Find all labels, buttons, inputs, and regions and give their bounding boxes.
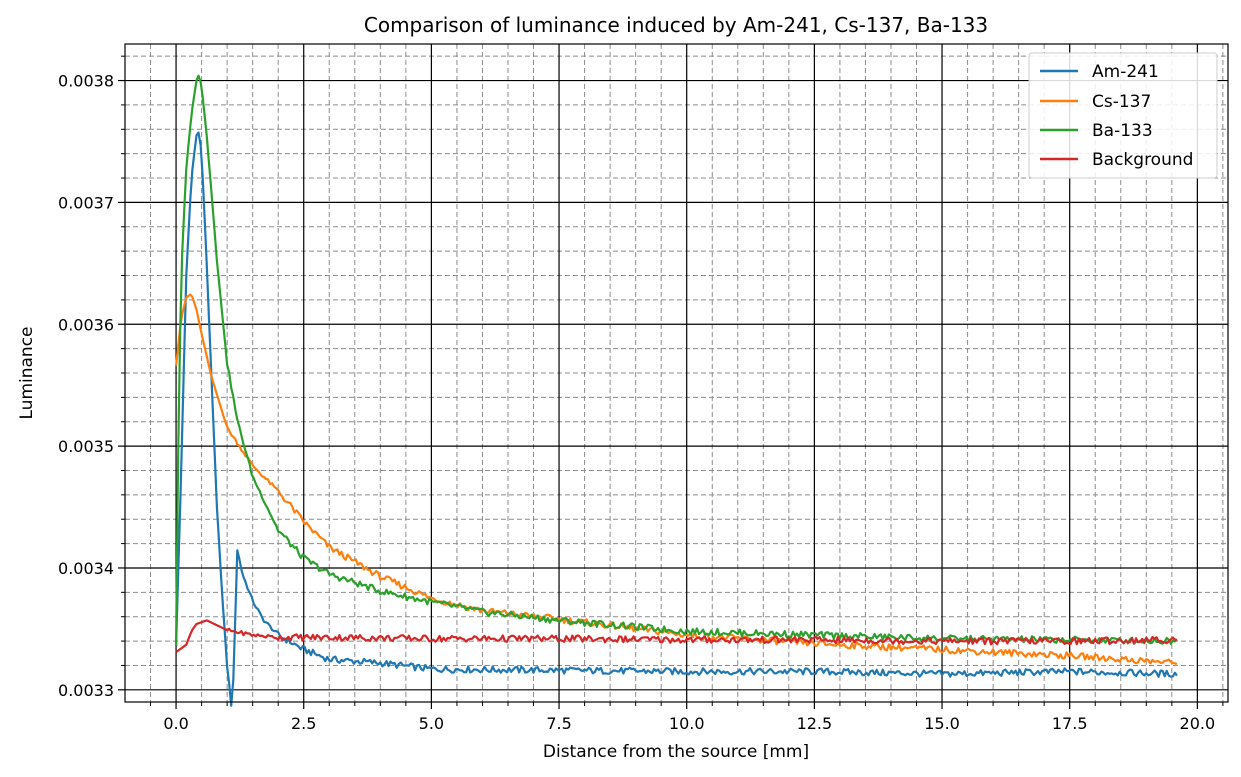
series-line-background — [175, 619, 1178, 653]
y-tick-label: 0.0036 — [58, 315, 114, 334]
y-tick-label: 0.0035 — [58, 437, 114, 456]
legend-label-ba133: Ba-133 — [1092, 121, 1153, 141]
x-tick-label: 15.0 — [924, 714, 960, 733]
series-line-ba133 — [175, 74, 1178, 646]
legend-box — [1028, 52, 1218, 179]
legend-label-cs137: Cs-137 — [1092, 92, 1151, 112]
x-tick-label: 5.0 — [419, 714, 444, 733]
legend-label-am241: Am-241 — [1092, 62, 1159, 82]
x-tick-label: 12.5 — [797, 714, 833, 733]
x-tick-label: 17.5 — [1052, 714, 1088, 733]
x-tick-label: 7.5 — [546, 714, 571, 733]
x-tick-label: 2.5 — [291, 714, 316, 733]
series-line-cs137 — [175, 293, 1178, 666]
y-tick-label: 0.0033 — [58, 681, 114, 700]
legend-label-background: Background — [1092, 150, 1193, 170]
legend: Am-241 Cs-137 Ba-133 Background — [1028, 52, 1218, 179]
ticks-layer: 0.0 2.5 5.0 7.5 10.0 12.5 15.0 17.5 20.0 0.0033 0.… — [58, 55, 1224, 733]
x-tick-label: 0.0 — [163, 714, 188, 733]
y-tick-label: 0.0037 — [58, 193, 114, 212]
y-tick-label: 0.0038 — [58, 72, 114, 91]
x-tick-label: 20.0 — [1180, 714, 1216, 733]
y-axis-label: Luminance — [17, 326, 37, 419]
series-line-am241 — [175, 131, 1178, 707]
major-gridlines — [125, 44, 1228, 702]
series-layer — [175, 74, 1178, 707]
x-tick-label: 10.0 — [669, 714, 705, 733]
chart-title: Comparison of luminance induced by Am-24… — [364, 13, 988, 37]
x-axis-label: Distance from the source [mm] — [543, 742, 809, 762]
y-tick-label: 0.0034 — [58, 559, 114, 578]
